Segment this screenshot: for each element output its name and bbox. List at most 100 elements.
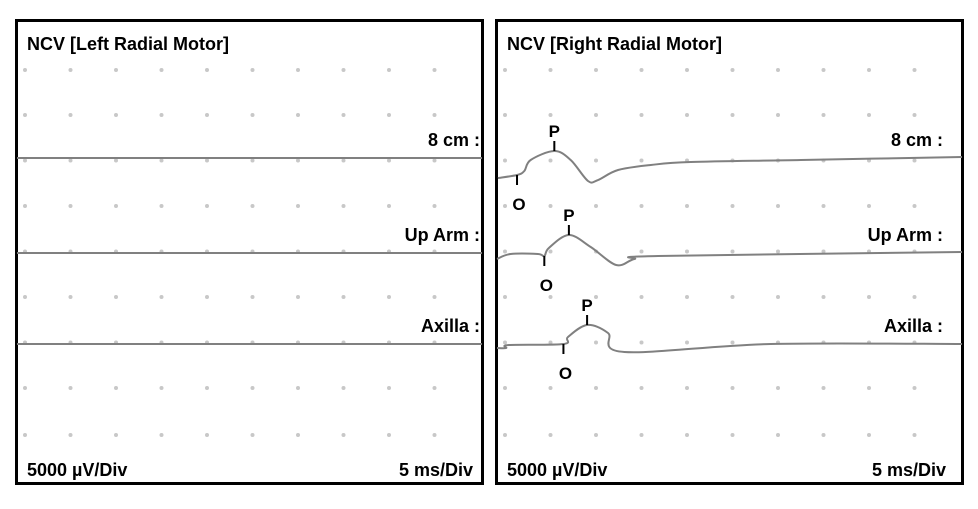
grid-dot bbox=[503, 386, 507, 390]
grid-dot bbox=[341, 386, 346, 390]
grid-dot bbox=[548, 386, 553, 390]
grid-dot bbox=[205, 386, 209, 390]
grid-dot bbox=[296, 113, 300, 117]
panel-title: NCV [Right Radial Motor] bbox=[507, 34, 722, 54]
grid-dot bbox=[594, 340, 598, 345]
grid-dot bbox=[503, 113, 507, 117]
grid-dot bbox=[821, 204, 826, 208]
grid-dot bbox=[730, 386, 735, 390]
grid-dot bbox=[296, 295, 300, 299]
grid-dot bbox=[776, 204, 780, 208]
trace-group: Up Arm : O P bbox=[496, 206, 963, 295]
trace-label: 8 cm : bbox=[428, 130, 480, 150]
grid-dot bbox=[503, 204, 507, 208]
grid-dot bbox=[432, 158, 437, 163]
grid-dot bbox=[387, 158, 391, 163]
grid-dot bbox=[341, 68, 346, 72]
peak-marker-label: P bbox=[581, 296, 592, 315]
grid-dot bbox=[548, 295, 553, 299]
grid-dot bbox=[68, 113, 73, 117]
grid-dot bbox=[594, 386, 598, 390]
grid-dot bbox=[594, 204, 598, 208]
waveform-trace bbox=[497, 150, 963, 184]
grid-dot bbox=[594, 433, 598, 437]
grid-dot bbox=[685, 249, 689, 254]
grid-dot bbox=[776, 68, 780, 72]
grid-dot bbox=[387, 386, 391, 390]
left-radial-motor-panel: NCV [Left Radial Motor] 5000 µV/Div 5 ms… bbox=[15, 19, 484, 485]
grid-dot bbox=[114, 295, 118, 299]
grid-dot bbox=[114, 433, 118, 437]
grid-dot bbox=[548, 113, 553, 117]
onset-marker-label: O bbox=[512, 195, 525, 214]
grid-dot bbox=[68, 386, 73, 390]
grid-dot bbox=[867, 68, 871, 72]
grid-dot bbox=[639, 249, 644, 254]
trace-label: Up Arm : bbox=[405, 225, 480, 245]
grid-dot bbox=[387, 433, 391, 437]
grid-dot bbox=[730, 249, 735, 254]
grid-dot bbox=[341, 204, 346, 208]
grid-dot bbox=[114, 68, 118, 72]
grid-dot bbox=[503, 433, 507, 437]
grid-dot bbox=[114, 113, 118, 117]
trace-group: Axilla : O P bbox=[496, 296, 963, 383]
grid-dot bbox=[685, 340, 689, 345]
grid-dot bbox=[912, 113, 917, 117]
grid-dot bbox=[548, 433, 553, 437]
grid-dot bbox=[387, 204, 391, 208]
grid-dot bbox=[867, 204, 871, 208]
trace-label: Up Arm : bbox=[868, 225, 943, 245]
grid-dot bbox=[912, 295, 917, 299]
grid-dot bbox=[159, 68, 164, 72]
grid-dot bbox=[821, 113, 826, 117]
trace-label: Axilla : bbox=[884, 316, 943, 336]
grid-dot bbox=[639, 433, 644, 437]
grid-dots bbox=[503, 68, 917, 437]
onset-marker-label: O bbox=[540, 276, 553, 295]
grid-dot bbox=[730, 340, 735, 345]
grid-dot bbox=[639, 158, 644, 163]
grid-dot bbox=[205, 158, 209, 163]
grid-dot bbox=[23, 433, 27, 437]
grid-dot bbox=[548, 204, 553, 208]
grid-dot bbox=[912, 68, 917, 72]
grid-dot bbox=[639, 295, 644, 299]
grid-dot bbox=[250, 158, 255, 163]
grid-dot bbox=[639, 68, 644, 72]
panel-title: NCV [Left Radial Motor] bbox=[27, 34, 229, 54]
grid-dot bbox=[867, 113, 871, 117]
x-scale-label: 5 ms/Div bbox=[872, 460, 946, 480]
grid-dot bbox=[205, 295, 209, 299]
grid-dot bbox=[594, 295, 598, 299]
grid-dot bbox=[23, 113, 27, 117]
grid-dot bbox=[23, 204, 27, 208]
grid-dot bbox=[432, 386, 437, 390]
grid-dot bbox=[68, 204, 73, 208]
grid-dot bbox=[114, 204, 118, 208]
grid-dot bbox=[548, 340, 553, 345]
grid-dot bbox=[776, 433, 780, 437]
grid-dot bbox=[912, 386, 917, 390]
grid-dot bbox=[685, 113, 689, 117]
grid-dot bbox=[730, 204, 735, 208]
grid-dot bbox=[296, 68, 300, 72]
grid-dot bbox=[341, 158, 346, 163]
grid-dot bbox=[503, 249, 507, 254]
grid-dot bbox=[387, 68, 391, 72]
grid-dot bbox=[296, 158, 300, 163]
grid-dot bbox=[250, 295, 255, 299]
grid-dot bbox=[387, 113, 391, 117]
grid-dot bbox=[432, 68, 437, 72]
grid-dot bbox=[685, 433, 689, 437]
peak-marker-label: P bbox=[563, 206, 574, 225]
grid-dot bbox=[821, 433, 826, 437]
grid-dot bbox=[730, 433, 735, 437]
trace-label: Axilla : bbox=[421, 316, 480, 336]
grid-dot bbox=[432, 295, 437, 299]
grid-dot bbox=[159, 204, 164, 208]
grid-dot bbox=[639, 340, 644, 345]
grid-dot bbox=[432, 113, 437, 117]
x-scale-label: 5 ms/Div bbox=[399, 460, 473, 480]
